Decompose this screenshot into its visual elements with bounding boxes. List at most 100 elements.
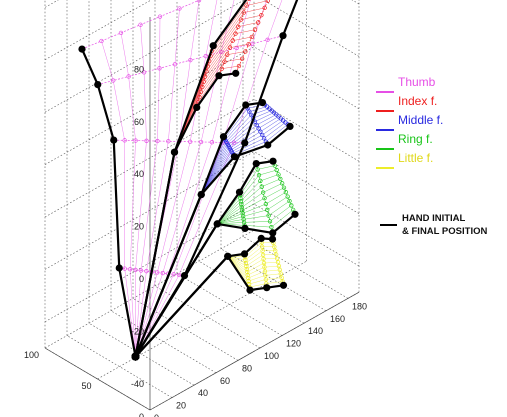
trajectory-marker [258, 129, 263, 134]
y-tick-label: 100 [264, 351, 279, 361]
trajectory-marker [259, 13, 264, 18]
trajectory-marker [258, 178, 263, 184]
hand-final-joint [197, 191, 205, 199]
hand-initial-joint [240, 250, 249, 258]
y-tick-label: 20 [176, 401, 186, 411]
trajectory-marker [249, 112, 254, 118]
trajectory-marker [256, 126, 261, 131]
x-tick-label: 100 [24, 350, 39, 360]
trajectory-marker [236, 63, 242, 69]
legend-entry-index: Index f. [376, 94, 437, 112]
trajectory-marker [171, 272, 176, 277]
trajectory-marker [227, 45, 233, 50]
hand-final-joint [246, 286, 254, 294]
hand-initial-joint [269, 157, 277, 165]
legend-entry-middle: Middle f. [376, 113, 443, 131]
trajectory-marker [225, 52, 230, 57]
intermediate-posture [135, 0, 249, 357]
hand-final-joint [209, 42, 217, 50]
trajectory-marker [238, 199, 244, 204]
grid-line [132, 298, 239, 361]
trajectory-marker [246, 42, 251, 47]
hand-final-joint [279, 281, 288, 289]
z-tick-label: 20 [134, 222, 144, 232]
y-tick-label: 180 [352, 301, 367, 311]
trajectory-marker [219, 66, 224, 71]
hand-initial-joint [232, 69, 240, 77]
trajectory-marker [278, 116, 283, 121]
trajectory-marker [287, 198, 292, 204]
z-tick-label: 0 [139, 274, 144, 284]
trajectory-marker [244, 266, 249, 272]
intermediate-posture [135, 65, 239, 357]
legend-entry-hand-position: HAND INITIAL & FINAL POSITION [380, 213, 487, 237]
trajectory-marker [280, 181, 285, 186]
grid-line [44, 229, 255, 349]
hand-initial-joint [110, 136, 118, 144]
intermediate-posture [135, 43, 249, 357]
intermediate-posture [135, 24, 147, 357]
legend-label-index: Index f. [398, 94, 437, 108]
legend-label-hand-position-line2: & FINAL POSITION [402, 226, 487, 237]
trajectory-ring-f- [135, 159, 298, 357]
hand-initial-joint [78, 45, 86, 53]
trajectory-marker [281, 185, 287, 190]
intermediate-posture [135, 255, 280, 357]
z-tick-label: 60 [134, 117, 144, 127]
hand-final-joint [286, 122, 294, 130]
y-tick-label: 140 [308, 326, 323, 336]
trajectory-marker [249, 34, 254, 40]
z-tick-label: -40 [131, 379, 144, 389]
grid-line [44, 98, 255, 218]
trajectory-marker [155, 270, 160, 275]
trajectory-marker [265, 207, 270, 212]
trajectory-marker [231, 140, 236, 145]
trajectory-marker [236, 24, 241, 29]
hand-final-joint [241, 139, 249, 147]
tick-label-layer: -40 -20 0 20 40 60 80 0 50 100 0 20 40 60 80 100 120 140 1… [24, 64, 367, 417]
y-tick-label: 120 [286, 339, 301, 349]
trajectory-marker [261, 136, 267, 141]
intermediate-posture [135, 0, 251, 357]
grid-line [253, 98, 360, 162]
intermediate-posture [135, 0, 235, 357]
intermediate-posture [135, 246, 275, 357]
trajectory-marker [176, 272, 182, 278]
trajectory-marker [260, 132, 265, 138]
intermediate-posture [135, 16, 161, 357]
y-tick-label: 40 [198, 388, 208, 398]
hand-initial-segment [80, 48, 137, 357]
axis-line-y [149, 291, 360, 411]
trajectory-marker [203, 53, 208, 59]
intermediate-posture [135, 58, 243, 357]
hand-final-joint [213, 220, 221, 228]
trajectory-marker [262, 196, 267, 201]
hand-initial-joint [268, 235, 277, 243]
trajectory-marker [259, 184, 264, 189]
hand-final-joint [263, 284, 271, 292]
trajectory-marker [243, 49, 248, 54]
trajectory-marker [244, 3, 249, 8]
trajectory-marker [254, 122, 259, 128]
trajectory-marker [260, 190, 266, 195]
hand-final-segment [134, 125, 291, 358]
trajectory-marker [222, 59, 227, 64]
trajectory-marker [230, 38, 235, 43]
trajectory-marker [160, 270, 165, 276]
grid-line [220, 248, 327, 312]
trajectory-marker [241, 217, 246, 222]
y-tick-label: 0 [154, 413, 159, 417]
grid-line [176, 273, 283, 336]
trajectory-marker [240, 56, 245, 61]
y-tick-label: 60 [220, 376, 230, 386]
hand-initial-joint [94, 81, 102, 89]
intermediate-posture [135, 200, 290, 357]
trajectory-marker [283, 190, 288, 195]
axis-line-x [44, 347, 151, 411]
trajectory-little-f- [135, 236, 286, 357]
trajectory-marker [238, 196, 243, 201]
legend-entry-ring: Ring f. [376, 132, 433, 150]
intermediate-posture [135, 242, 274, 357]
hand-initial-joint [115, 264, 123, 272]
grid-line [262, 0, 360, 57]
